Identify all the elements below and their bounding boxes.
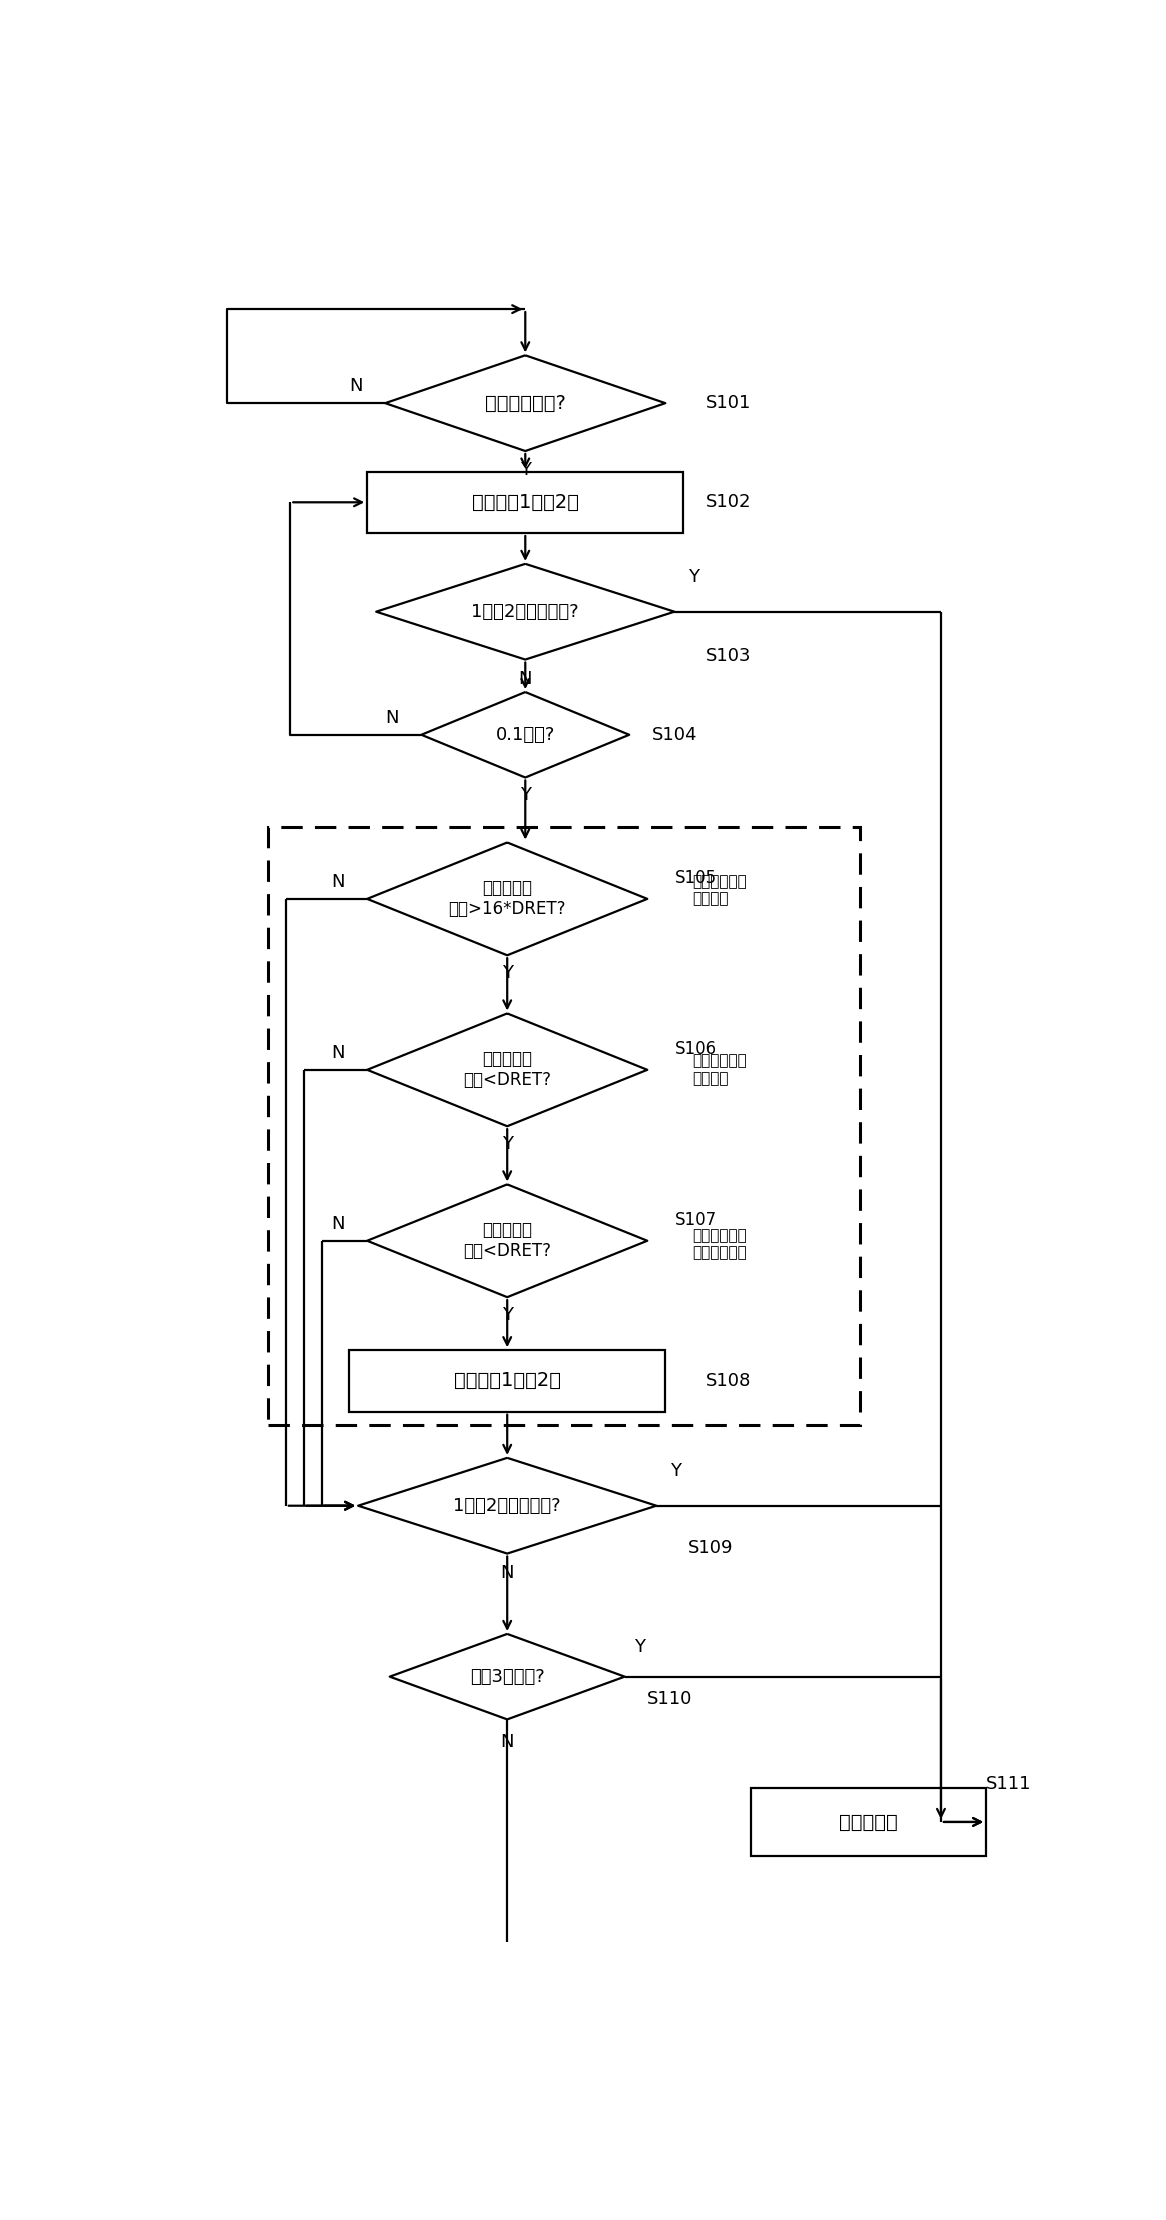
Text: 判断电阻是否
变化很小: 判断电阻是否 变化很小 (693, 1054, 747, 1086)
Text: Y: Y (520, 786, 531, 804)
Text: 第二次电阻
变化<DRET?: 第二次电阻 变化<DRET? (463, 1050, 552, 1090)
Text: S106: S106 (674, 1041, 717, 1059)
Text: Y: Y (634, 1638, 645, 1656)
Text: Y: Y (669, 1463, 681, 1481)
Text: N: N (349, 377, 363, 395)
Text: 第三次电阻
变化<DRET?: 第三次电阻 变化<DRET? (463, 1221, 552, 1261)
Text: 投入距离1段和2段: 投入距离1段和2段 (472, 493, 578, 513)
Text: Y: Y (501, 963, 513, 981)
Text: 线路是否故障?: 线路是否故障? (485, 393, 566, 413)
Text: 判断电阻是否
变化很大: 判断电阻是否 变化很大 (693, 875, 747, 906)
Text: S108: S108 (707, 1372, 751, 1390)
Text: S102: S102 (707, 493, 752, 511)
Text: 发跳闸命令: 发跳闸命令 (840, 1812, 898, 1832)
Text: Y: Y (520, 462, 531, 480)
Text: S111: S111 (986, 1776, 1032, 1794)
Text: 0.1秒到?: 0.1秒到? (496, 726, 555, 744)
Text: N: N (385, 708, 399, 726)
Text: N: N (331, 872, 345, 890)
Text: N: N (331, 1214, 345, 1232)
Text: S101: S101 (707, 395, 751, 413)
Text: S107: S107 (674, 1212, 717, 1230)
Text: N: N (331, 1043, 345, 1061)
Text: N: N (519, 670, 532, 688)
Text: 1段或2段是否动作?: 1段或2段是否动作? (471, 602, 580, 622)
Text: S105: S105 (674, 870, 717, 888)
Text: N: N (500, 1563, 514, 1583)
Text: 1段或2段是否动作?: 1段或2段是否动作? (454, 1496, 561, 1514)
Text: Y: Y (688, 568, 698, 586)
Text: Y: Y (501, 1134, 513, 1152)
Text: Y: Y (501, 1305, 513, 1323)
Text: S104: S104 (652, 726, 697, 744)
Bar (367, 471, 683, 533)
Text: S103: S103 (707, 648, 752, 666)
Bar (751, 1787, 986, 1856)
Text: 投入距离1段和2段: 投入距离1段和2段 (454, 1372, 561, 1390)
Text: S110: S110 (647, 1689, 693, 1707)
Text: 判断电阻是否
再次变化很小: 判断电阻是否 再次变化很小 (693, 1228, 747, 1261)
Bar (349, 1350, 666, 1412)
Text: S109: S109 (688, 1538, 733, 1558)
Text: 第一次电阻
变化>16*DRET?: 第一次电阻 变化>16*DRET? (449, 879, 566, 919)
Text: N: N (500, 1734, 514, 1752)
Text: 距离3段动作?: 距离3段动作? (470, 1667, 545, 1685)
